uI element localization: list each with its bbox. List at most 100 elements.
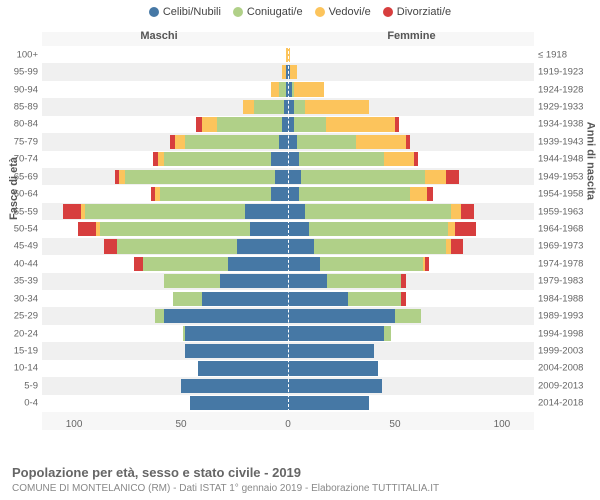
bar-segment bbox=[320, 257, 423, 271]
bar-male bbox=[42, 292, 288, 306]
bar-segment bbox=[217, 117, 281, 131]
birth-year-label: 1999-2003 bbox=[538, 345, 596, 356]
birth-year-label: 1919-1923 bbox=[538, 67, 596, 78]
bar-segment bbox=[451, 204, 462, 218]
legend-swatch bbox=[149, 7, 159, 17]
x-tick: 100 bbox=[494, 419, 511, 430]
bar-segment bbox=[288, 344, 374, 358]
bar-female bbox=[288, 117, 534, 131]
bar-segment bbox=[125, 170, 275, 184]
bar-male bbox=[42, 379, 288, 393]
bar-segment bbox=[414, 152, 418, 166]
bar-segment bbox=[220, 274, 288, 288]
bar-segment bbox=[288, 152, 299, 166]
population-pyramid-chart: Maschi Femmine 100+≤ 191895-991919-19239… bbox=[42, 32, 534, 430]
legend-label: Celibi/Nubili bbox=[163, 6, 221, 18]
bar-segment bbox=[299, 187, 410, 201]
bar-segment bbox=[254, 100, 284, 114]
bar-segment bbox=[288, 326, 384, 340]
legend: Celibi/NubiliConiugati/eVedovi/eDivorzia… bbox=[0, 0, 600, 20]
bar-segment bbox=[160, 187, 271, 201]
bar-male bbox=[42, 135, 288, 149]
bar-segment bbox=[100, 222, 250, 236]
legend-swatch bbox=[383, 7, 393, 17]
bar-segment bbox=[401, 274, 405, 288]
bar-segment bbox=[279, 135, 288, 149]
bar-segment bbox=[290, 65, 296, 79]
x-tick: 50 bbox=[389, 419, 400, 430]
age-band-label: 45-49 bbox=[8, 241, 38, 252]
bar-male bbox=[42, 82, 288, 96]
age-band-label: 70-74 bbox=[8, 154, 38, 165]
bar-segment bbox=[173, 292, 203, 306]
legend-item: Celibi/Nubili bbox=[149, 6, 221, 18]
bar-segment bbox=[245, 204, 288, 218]
bar-female bbox=[288, 135, 534, 149]
bar-segment bbox=[288, 361, 378, 375]
age-band-label: 0-4 bbox=[8, 398, 38, 409]
bar-male bbox=[42, 152, 288, 166]
bar-segment bbox=[288, 187, 299, 201]
bar-segment bbox=[406, 135, 410, 149]
age-band-label: 55-59 bbox=[8, 206, 38, 217]
bar-segment bbox=[427, 187, 433, 201]
bar-male bbox=[42, 344, 288, 358]
bar-female bbox=[288, 257, 534, 271]
bar-segment bbox=[288, 239, 314, 253]
bar-segment bbox=[185, 326, 288, 340]
bar-segment bbox=[455, 222, 476, 236]
bar-male bbox=[42, 361, 288, 375]
bar-male bbox=[42, 170, 288, 184]
bar-segment bbox=[85, 204, 245, 218]
bar-segment bbox=[202, 117, 217, 131]
bar-segment bbox=[294, 82, 324, 96]
legend-item: Coniugati/e bbox=[233, 6, 303, 18]
bar-segment bbox=[451, 239, 464, 253]
birth-year-label: 1959-1963 bbox=[538, 206, 596, 217]
legend-item: Divorziati/e bbox=[383, 6, 451, 18]
bar-segment bbox=[271, 187, 288, 201]
age-band-label: 20-24 bbox=[8, 328, 38, 339]
age-band-label: 35-39 bbox=[8, 276, 38, 287]
birth-year-label: 2014-2018 bbox=[538, 398, 596, 409]
age-band-label: 75-79 bbox=[8, 136, 38, 147]
x-tick: 100 bbox=[66, 419, 83, 430]
bar-segment bbox=[326, 117, 394, 131]
birth-year-label: 1964-1968 bbox=[538, 223, 596, 234]
bar-segment bbox=[395, 309, 421, 323]
bar-segment bbox=[305, 204, 450, 218]
birth-year-label: 1984-1988 bbox=[538, 293, 596, 304]
bar-segment bbox=[288, 222, 309, 236]
bar-female bbox=[288, 379, 534, 393]
bar-segment bbox=[78, 222, 95, 236]
bar-male bbox=[42, 100, 288, 114]
bar-male bbox=[42, 309, 288, 323]
bar-segment bbox=[305, 100, 369, 114]
bar-segment bbox=[410, 187, 427, 201]
bar-female bbox=[288, 187, 534, 201]
x-tick: 50 bbox=[175, 419, 186, 430]
age-band-label: 50-54 bbox=[8, 223, 38, 234]
bar-female bbox=[288, 239, 534, 253]
birth-year-label: 1944-1948 bbox=[538, 154, 596, 165]
bar-segment bbox=[155, 309, 164, 323]
age-band-label: 30-34 bbox=[8, 293, 38, 304]
bar-female bbox=[288, 82, 534, 96]
bar-segment bbox=[202, 292, 288, 306]
male-label: Maschi bbox=[140, 30, 177, 42]
bar-segment bbox=[228, 257, 288, 271]
bar-segment bbox=[143, 257, 229, 271]
age-band-label: 90-94 bbox=[8, 84, 38, 95]
bar-segment bbox=[294, 100, 305, 114]
female-label: Femmine bbox=[387, 30, 435, 42]
bar-female bbox=[288, 292, 534, 306]
bar-segment bbox=[425, 257, 429, 271]
chart-subtitle: COMUNE DI MONTELANICO (RM) - Dati ISTAT … bbox=[12, 483, 439, 494]
bar-segment bbox=[288, 257, 320, 271]
bar-female bbox=[288, 326, 534, 340]
bar-male bbox=[42, 117, 288, 131]
age-band-label: 15-19 bbox=[8, 345, 38, 356]
birth-year-label: 1939-1943 bbox=[538, 136, 596, 147]
bar-segment bbox=[117, 239, 237, 253]
age-band-label: 60-64 bbox=[8, 189, 38, 200]
